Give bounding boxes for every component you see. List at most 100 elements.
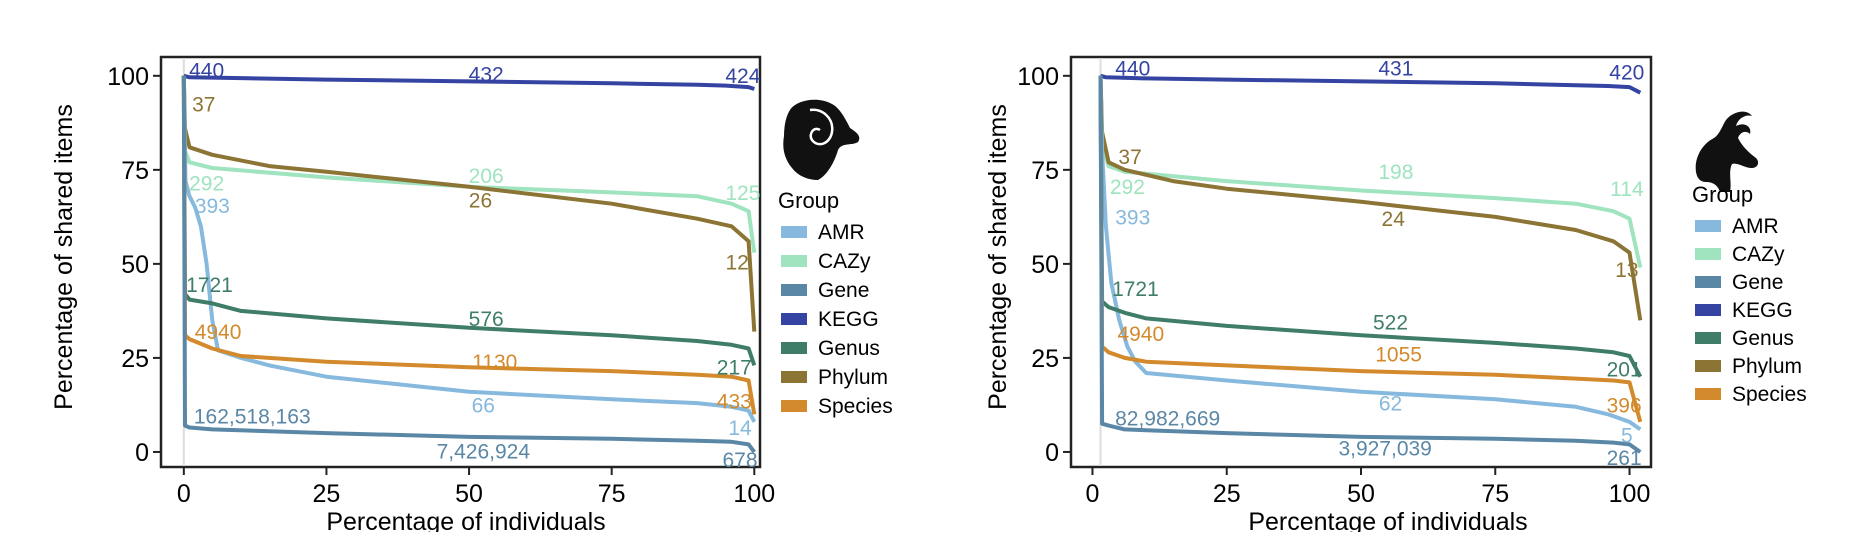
right-panel: Percentage of individuals Percentage of …	[984, 55, 1759, 536]
data-label-cazy: 206	[469, 165, 504, 188]
legend-swatch-phylum	[1695, 360, 1721, 372]
legend-swatch-amr	[781, 226, 807, 238]
data-label-cazy: 114	[1610, 178, 1644, 201]
x-tick-label: 25	[313, 480, 341, 508]
series-line-genus	[1098, 75, 1643, 378]
legend-swatch-species	[1695, 388, 1721, 400]
left-legend: Group AMR CAZy Gene KEGG Genus Phylum Species	[778, 188, 893, 418]
y-axis-title: Percentage of shared items	[984, 104, 1012, 410]
data-label-amr: 14	[728, 417, 752, 440]
legend-swatch-cazy	[1695, 248, 1721, 260]
data-label-species: 1055	[1375, 344, 1422, 367]
right-legend: Group AMR CAZy Gene KEGG Genus Phylum Species	[1692, 182, 1807, 406]
legend-swatch-cazy	[781, 255, 807, 267]
data-label-phylum: 26	[469, 189, 492, 212]
x-tick-label: 0	[1086, 480, 1100, 508]
legend-label-cazy: CAZy	[1732, 243, 1785, 266]
data-label-kegg: 431	[1378, 58, 1413, 81]
data-label-gene: 82,982,669	[1115, 408, 1220, 431]
data-label-genus: 201	[1607, 359, 1642, 382]
legend-label-phylum: Phylum	[1732, 355, 1802, 378]
y-tick-label: 50	[1031, 251, 1059, 279]
y-tick-label: 100	[1017, 63, 1059, 91]
data-label-phylum: 24	[1382, 208, 1406, 231]
y-tick-label: 75	[1031, 157, 1059, 185]
legend-label-genus: Genus	[1732, 327, 1794, 350]
legend-label-amr: AMR	[818, 221, 865, 244]
data-label-genus: 1721	[186, 274, 233, 297]
data-label-gene: 7,426,924	[437, 441, 531, 464]
x-tick-label: 75	[1481, 480, 1509, 508]
data-label-genus: 217	[717, 357, 752, 380]
data-label-genus: 1721	[1112, 278, 1159, 301]
y-tick-label: 75	[121, 157, 149, 185]
y-axis-title: Percentage of shared items	[50, 104, 78, 410]
y-tick-label: 100	[107, 63, 149, 91]
data-label-gene: 678	[723, 449, 758, 472]
series-line-gene	[181, 75, 756, 454]
legend-label-gene: Gene	[818, 279, 869, 302]
x-tick-label: 50	[1347, 480, 1375, 508]
goat-icon	[1695, 111, 1759, 192]
legend-swatch-kegg	[1695, 304, 1721, 316]
data-label-amr: 393	[195, 195, 230, 218]
series-line-kegg	[1099, 73, 1642, 95]
data-label-gene: 3,927,039	[1338, 438, 1431, 461]
right-series-lines	[1098, 58, 1643, 466]
legend-title: Group	[778, 188, 839, 213]
x-tick-label: 50	[455, 480, 483, 508]
data-label-phylum: 37	[192, 93, 215, 116]
y-tick-label: 25	[1031, 345, 1059, 373]
legend-swatch-amr	[1695, 220, 1721, 232]
legend-swatch-gene	[781, 284, 807, 296]
legend-label-species: Species	[1732, 383, 1807, 406]
data-label-amr: 62	[1379, 392, 1402, 415]
x-axis-title: Percentage of individuals	[1248, 508, 1527, 532]
legend-label-gene: Gene	[1732, 271, 1783, 294]
data-label-gene: 162,518,163	[194, 406, 311, 429]
series-line-amr	[181, 75, 757, 423]
x-tick-label: 75	[598, 480, 626, 508]
legend-swatch-species	[781, 400, 807, 412]
legend-swatch-kegg	[781, 313, 807, 325]
data-label-amr: 5	[1621, 424, 1633, 447]
y-tick-label: 0	[135, 439, 149, 467]
legend-label-phylum: Phylum	[818, 366, 888, 389]
data-label-genus: 522	[1373, 312, 1408, 335]
data-label-species: 4940	[1117, 323, 1164, 346]
x-tick-label: 25	[1213, 480, 1241, 508]
series-line-species	[1098, 75, 1643, 423]
data-label-cazy: 198	[1378, 161, 1413, 184]
series-line-phylum	[181, 75, 757, 332]
data-label-phylum: 12	[726, 251, 749, 274]
data-label-kegg: 432	[469, 63, 504, 86]
data-label-species: 1130	[472, 351, 517, 374]
data-label-amr: 66	[472, 394, 495, 417]
data-label-species: 4940	[195, 321, 242, 344]
series-line-amr	[1098, 75, 1642, 432]
data-label-kegg: 440	[1115, 58, 1150, 81]
series-line-gene	[1098, 75, 1642, 454]
series-line-kegg	[183, 73, 755, 91]
data-label-phylum: 37	[1118, 146, 1141, 169]
data-label-amr: 393	[1115, 206, 1150, 229]
plot-frame	[159, 55, 762, 469]
series-line-species	[181, 75, 757, 415]
legend-label-kegg: KEGG	[818, 308, 879, 331]
data-label-cazy: 292	[189, 172, 224, 195]
data-label-kegg: 420	[1609, 61, 1644, 84]
legend-label-cazy: CAZy	[818, 250, 871, 273]
x-axis-title: Percentage of individuals	[326, 508, 605, 532]
data-label-cazy: 125	[725, 182, 760, 205]
y-tick-label: 25	[121, 345, 149, 373]
y-tick-label: 0	[1045, 439, 1059, 467]
legend-label-species: Species	[818, 395, 893, 418]
data-label-cazy: 292	[1110, 176, 1145, 199]
legend-swatch-genus	[781, 342, 807, 354]
left-panel: Percentage of individuals Percentage of …	[50, 55, 860, 536]
data-label-gene: 261	[1607, 447, 1642, 470]
legend-label-amr: AMR	[1732, 215, 1779, 238]
legend-swatch-genus	[1695, 332, 1721, 344]
left-series-lines	[181, 58, 757, 466]
